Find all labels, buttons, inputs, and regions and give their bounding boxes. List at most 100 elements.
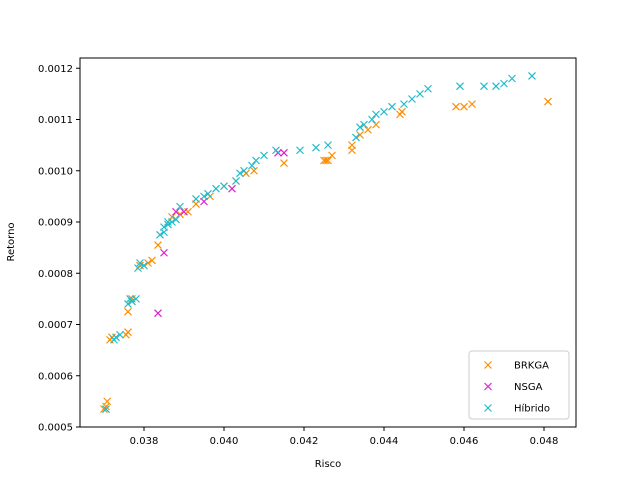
y-tick-label: 0.0005: [38, 423, 73, 434]
data-point: [312, 143, 320, 152]
data-point: [452, 102, 460, 111]
data-point: [240, 166, 248, 175]
data-point: [480, 82, 488, 91]
data-point: [148, 256, 156, 265]
data-point: [200, 192, 208, 201]
data-point: [322, 156, 330, 165]
y-tick-label: 0.0010: [38, 166, 73, 177]
data-point: [424, 84, 432, 93]
data-point: [134, 264, 142, 273]
data-point: [328, 151, 336, 160]
data-point: [280, 148, 288, 157]
data-point: [140, 261, 148, 270]
data-point: [356, 123, 364, 132]
data-point: [400, 100, 408, 109]
data-point: [368, 115, 376, 124]
data-point: [280, 159, 288, 167]
data-point: [136, 259, 144, 267]
data-point: [352, 133, 360, 142]
data-point: [116, 330, 124, 339]
data-point: [528, 72, 536, 80]
x-tick-label: 0.046: [450, 436, 479, 447]
legend-marker: [484, 382, 492, 391]
data-point: [154, 241, 162, 249]
data-point: [364, 125, 372, 134]
data-point: [160, 248, 168, 257]
data-point: [154, 309, 162, 318]
y-axis-label: Retorno: [6, 222, 17, 261]
data-point: [128, 297, 136, 306]
x-tick-label: 0.040: [210, 436, 239, 447]
y-tick-label: 0.0007: [38, 320, 73, 331]
plot-frame: [79, 57, 577, 428]
legend-entry: NSGA: [484, 382, 543, 393]
data-point: [124, 307, 132, 316]
data-point: [212, 184, 220, 193]
x-tick-label: 0.044: [370, 436, 399, 447]
data-point: [360, 120, 368, 129]
data-point: [250, 166, 258, 175]
data-point: [248, 161, 256, 170]
data-point: [388, 102, 396, 111]
data-point: [176, 202, 184, 211]
data-point: [324, 156, 332, 165]
chart-marks: [100, 72, 552, 413]
data-point: [252, 156, 260, 165]
legend-label: Híbrido: [514, 403, 550, 415]
data-point: [500, 79, 508, 88]
data-point: [132, 294, 140, 303]
legend-label: NSGA: [514, 382, 543, 393]
legend-entry: BRKGA: [484, 361, 549, 372]
data-point: [112, 333, 120, 342]
data-point: [236, 169, 244, 178]
data-point: [408, 95, 416, 103]
y-tick-label: 0.0009: [38, 218, 73, 229]
data-point: [272, 146, 280, 155]
y-tick-label: 0.0008: [38, 269, 73, 280]
x-tick-label: 0.042: [290, 436, 319, 447]
data-point: [172, 207, 180, 216]
x-axis: 0.038 0.040 0.042 0.044 0.046 0.048: [130, 427, 559, 447]
y-tick-label: 0.0011: [38, 115, 73, 126]
x-tick-label: 0.038: [130, 436, 159, 447]
x-tick-label: 0.048: [530, 436, 559, 447]
y-axis: 0.0005 0.0006 0.0007 0.0008 0.0009 0.0010 0.00…: [38, 64, 80, 434]
legend-marker: [484, 404, 492, 412]
legend-box: [468, 350, 570, 420]
data-point: [228, 184, 236, 193]
data-point: [348, 146, 356, 155]
data-point: [296, 146, 304, 155]
data-point: [356, 130, 364, 139]
data-point: [103, 397, 112, 406]
data-point: [172, 215, 180, 224]
data-point: [468, 100, 476, 109]
legend-entry: Híbrido: [484, 403, 550, 415]
data-point: [144, 259, 152, 267]
data-point: [168, 218, 176, 226]
data-point: [124, 328, 132, 337]
x-axis-label: Risco: [315, 459, 342, 470]
data-point: [180, 207, 188, 216]
data-point: [544, 97, 552, 106]
series-2: [102, 72, 536, 413]
data-point: [508, 74, 516, 83]
legend: BRKGA NSGA Híbrido: [468, 350, 570, 420]
data-point: [220, 182, 228, 191]
data-point: [398, 107, 406, 116]
data-point: [456, 82, 464, 91]
data-point: [176, 210, 184, 219]
y-tick-label: 0.0012: [38, 64, 73, 75]
data-point: [204, 189, 212, 198]
data-point: [260, 151, 268, 160]
data-point: [324, 141, 332, 150]
legend-label: BRKGA: [514, 361, 549, 372]
data-point: [192, 195, 200, 203]
legend-marker: [484, 361, 492, 369]
data-point: [164, 220, 172, 229]
data-point: [160, 223, 168, 232]
data-point: [460, 102, 468, 111]
data-point: [372, 110, 380, 119]
data-point: [380, 107, 388, 116]
data-point: [232, 177, 240, 185]
